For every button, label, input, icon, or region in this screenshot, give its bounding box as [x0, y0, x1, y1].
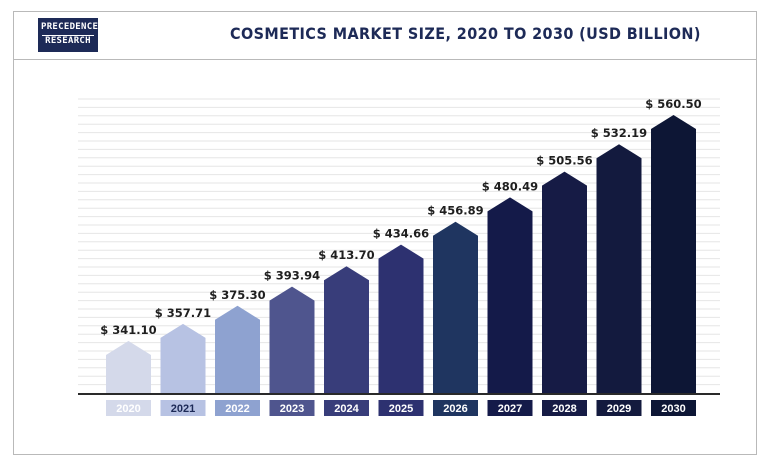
year-label-box-2025: [378, 400, 424, 416]
value-label-2027: $ 480.49: [482, 179, 538, 193]
bar-2022: [215, 305, 260, 393]
value-label-2028: $ 505.56: [536, 154, 592, 168]
year-label-2025: 2025: [389, 403, 413, 415]
precedence-research-logo: PRECEDENCE RESEARCH: [38, 18, 98, 52]
logo-divider: [42, 35, 94, 36]
year-label-box-2029: [596, 400, 642, 416]
bar-2025: [378, 244, 424, 393]
value-label-2024: $ 413.70: [318, 248, 374, 262]
bar-2024: [324, 266, 369, 393]
year-label-box-2026: [433, 400, 478, 416]
bar-2027: [487, 197, 533, 393]
year-label-2026: 2026: [443, 403, 467, 415]
year-label-box-2021: [160, 400, 206, 416]
value-label-2021: $ 357.71: [155, 306, 211, 320]
value-label-2030: $ 560.50: [645, 97, 701, 111]
bar-2021: [160, 323, 206, 393]
year-label-box-2023: [269, 400, 315, 416]
logo-line-2: RESEARCH: [45, 36, 91, 46]
header-divider: [14, 59, 756, 60]
year-label-2027: 2027: [498, 403, 522, 415]
bar-2028: [542, 171, 587, 393]
year-label-2022: 2022: [225, 403, 249, 415]
year-label-2024: 2024: [334, 403, 359, 415]
bar-2023: [269, 286, 315, 393]
value-label-2023: $ 393.94: [264, 269, 320, 283]
year-label-box-2028: [542, 400, 587, 416]
bar-2026: [433, 221, 478, 393]
value-label-2025: $ 434.66: [373, 227, 429, 241]
logo-line-1: PRECEDENCE: [41, 22, 99, 32]
year-label-2021: 2021: [171, 403, 195, 415]
chart-title: COSMETICS MARKET SIZE, 2020 TO 2030 (USD…: [230, 24, 701, 43]
year-label-2020: 2020: [116, 403, 140, 415]
year-label-2030: 2030: [661, 403, 685, 415]
value-label-2022: $ 375.30: [209, 288, 265, 302]
year-label-box-2022: [215, 400, 260, 416]
year-label-2023: 2023: [280, 403, 304, 415]
value-label-2020: $ 341.10: [100, 323, 156, 337]
year-label-box-2020: [106, 400, 151, 416]
value-label-2026: $ 456.89: [427, 204, 483, 218]
bar-2020: [106, 341, 151, 393]
year-label-2028: 2028: [552, 403, 576, 415]
year-label-2029: 2029: [607, 403, 631, 415]
value-label-2029: $ 532.19: [591, 126, 647, 140]
year-label-box-2030: [651, 400, 696, 416]
bar-2029: [596, 144, 642, 393]
bar-2030: [651, 115, 696, 393]
year-label-box-2027: [487, 400, 533, 416]
year-label-box-2024: [324, 400, 369, 416]
